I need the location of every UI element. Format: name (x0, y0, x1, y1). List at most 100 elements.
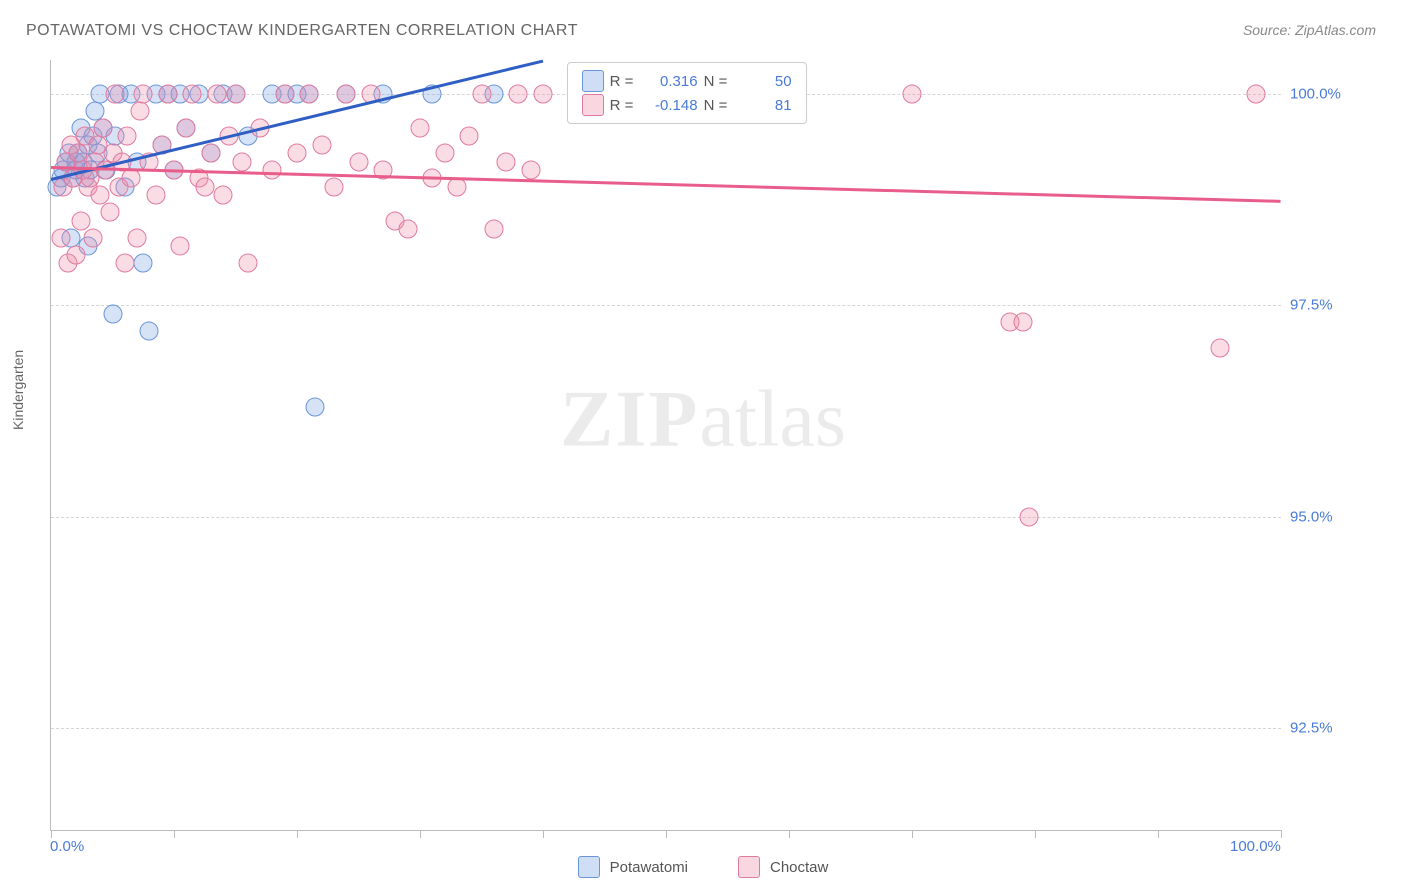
x-tick (1281, 830, 1282, 838)
legend-label-choctaw: Choctaw (770, 859, 828, 876)
data-point (103, 304, 122, 323)
data-point (509, 84, 528, 103)
data-point (130, 101, 149, 120)
data-point (195, 177, 214, 196)
data-point (121, 169, 140, 188)
data-point (171, 237, 190, 256)
swatch-potawatomi (578, 856, 600, 878)
x-tick (789, 830, 790, 838)
data-point (134, 84, 153, 103)
legend-label-potawatomi: Potawatomi (610, 859, 688, 876)
legend-item-choctaw: Choctaw (738, 856, 828, 878)
x-tick (420, 830, 421, 838)
chart-title: POTAWATOMI VS CHOCTAW KINDERGARTEN CORRE… (26, 22, 578, 40)
data-point (484, 220, 503, 239)
data-point (226, 84, 245, 103)
stats-row: R = 0.316 N = 50 (582, 69, 792, 93)
data-point (118, 127, 137, 146)
n-label: N = (704, 97, 732, 114)
gridline (51, 517, 1281, 518)
data-point (435, 144, 454, 163)
data-point (521, 161, 540, 180)
data-point (201, 144, 220, 163)
gridline (51, 305, 1281, 306)
data-point (300, 84, 319, 103)
x-tick (666, 830, 667, 838)
data-point (115, 254, 134, 273)
y-tick-label: 92.5% (1290, 720, 1333, 737)
data-point (903, 84, 922, 103)
gridline (51, 728, 1281, 729)
data-point (411, 118, 430, 137)
data-point (472, 84, 491, 103)
data-point (128, 228, 147, 247)
data-point (306, 397, 325, 416)
trend-line (51, 166, 1281, 202)
legend-item-potawatomi: Potawatomi (578, 856, 688, 878)
data-point (101, 203, 120, 222)
x-tick (51, 830, 52, 838)
y-tick-label: 97.5% (1290, 297, 1333, 314)
data-point (263, 161, 282, 180)
data-point (324, 177, 343, 196)
x-tick (543, 830, 544, 838)
data-point (1019, 507, 1038, 526)
data-point (51, 228, 70, 247)
x-tick (1035, 830, 1036, 838)
x-tick-label: 100.0% (1230, 838, 1281, 855)
data-point (140, 321, 159, 340)
x-tick (1158, 830, 1159, 838)
data-point (232, 152, 251, 171)
data-point (238, 254, 257, 273)
data-point (93, 118, 112, 137)
data-point (146, 186, 165, 205)
data-point (1013, 313, 1032, 332)
data-point (534, 84, 553, 103)
data-point (66, 245, 85, 264)
data-point (105, 84, 124, 103)
trend-line (51, 60, 544, 181)
x-tick (912, 830, 913, 838)
r-value: -0.148 (644, 97, 698, 114)
r-value: 0.316 (644, 73, 698, 90)
data-point (398, 220, 417, 239)
data-point (288, 144, 307, 163)
swatch (582, 70, 604, 92)
y-tick-label: 95.0% (1290, 508, 1333, 525)
stats-legend: R = 0.316 N = 50 R = -0.148 N = 81 (567, 62, 807, 124)
plot-area (50, 60, 1281, 831)
n-value: 50 (738, 73, 792, 90)
data-point (349, 152, 368, 171)
stats-row: R = -0.148 N = 81 (582, 93, 792, 117)
data-point (208, 84, 227, 103)
data-point (183, 84, 202, 103)
data-point (460, 127, 479, 146)
data-point (1247, 84, 1266, 103)
n-value: 81 (738, 97, 792, 114)
data-point (158, 84, 177, 103)
data-point (312, 135, 331, 154)
data-point (1210, 338, 1229, 357)
data-point (447, 177, 466, 196)
data-point (91, 186, 110, 205)
data-point (83, 228, 102, 247)
swatch (582, 94, 604, 116)
swatch-choctaw (738, 856, 760, 878)
data-point (177, 118, 196, 137)
y-axis-label: Kindergarten (10, 350, 26, 430)
data-point (134, 254, 153, 273)
data-point (337, 84, 356, 103)
n-label: N = (704, 73, 732, 90)
x-tick (297, 830, 298, 838)
source-label: Source: ZipAtlas.com (1243, 22, 1376, 38)
data-point (214, 186, 233, 205)
r-label: R = (610, 97, 638, 114)
r-label: R = (610, 73, 638, 90)
y-tick-label: 100.0% (1290, 85, 1341, 102)
data-point (275, 84, 294, 103)
x-tick-label: 0.0% (50, 838, 84, 855)
data-point (71, 211, 90, 230)
x-tick (174, 830, 175, 838)
bottom-legend: Potawatomi Choctaw (0, 856, 1406, 878)
data-point (497, 152, 516, 171)
